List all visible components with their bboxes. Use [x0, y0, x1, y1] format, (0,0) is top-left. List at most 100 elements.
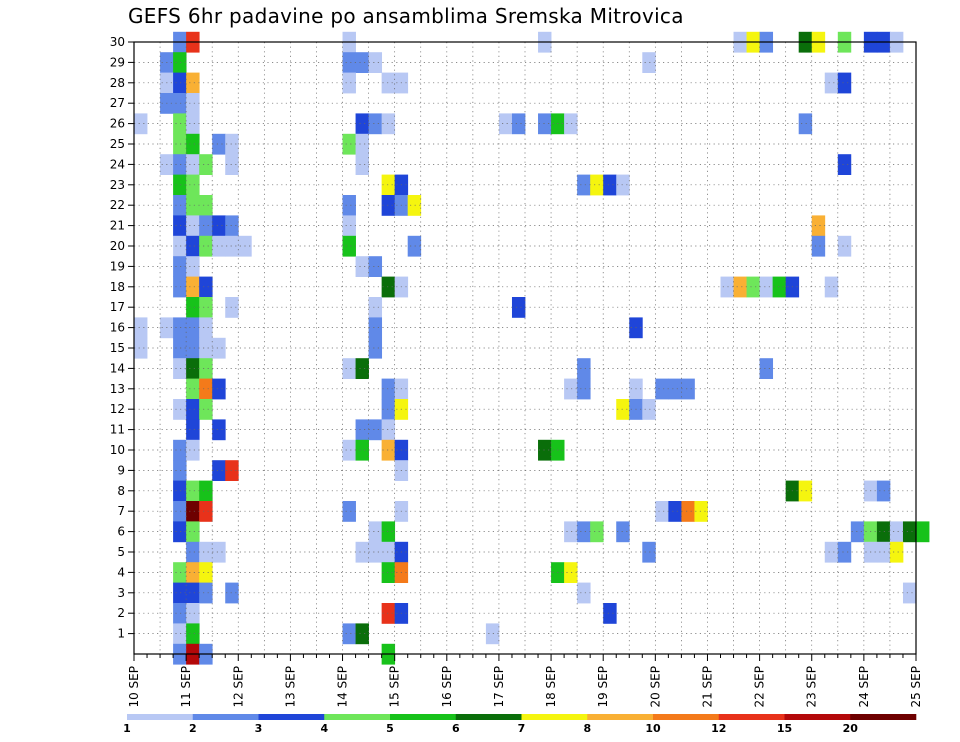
grid-layer [134, 41, 916, 654]
heatmap-cell [381, 174, 396, 196]
heatmap-cell [173, 562, 187, 583]
heatmap-cell [564, 378, 578, 400]
heatmap-cell [564, 562, 578, 583]
colorbar-label: 1 [123, 722, 131, 735]
heatmap-cell [798, 113, 813, 135]
y-tick-label: 22 [110, 198, 125, 212]
colorbar-label: 7 [518, 722, 526, 735]
heatmap-cell [902, 582, 917, 604]
y-tick-label: 2 [117, 606, 125, 620]
heatmap-cell [603, 174, 617, 196]
heatmap-cell [355, 52, 369, 73]
colorbar-label: 6 [452, 722, 460, 735]
heatmap-cell [381, 541, 396, 563]
heatmap-cell [355, 541, 369, 563]
heatmap-cell [186, 256, 200, 277]
heatmap-cell [173, 501, 187, 522]
y-tick-label: 20 [110, 239, 125, 253]
heatmap-cell [342, 235, 356, 257]
heatmap-cell [342, 72, 356, 94]
heatmap-cell [186, 195, 200, 216]
heatmap-cell [368, 256, 383, 277]
heatmap-cell [616, 399, 630, 420]
heatmap-cell [590, 521, 604, 543]
heatmap-cell [485, 623, 500, 645]
heatmap-cell [342, 623, 356, 645]
heatmap-cell [889, 541, 904, 563]
heatmap-cell [837, 154, 852, 175]
heatmap-cell [199, 154, 213, 175]
heatmap-cell [694, 501, 708, 522]
y-tick-label: 16 [110, 321, 125, 335]
heatmap-cell [186, 603, 200, 624]
x-tick-label: 18 SEP [544, 666, 558, 708]
heatmap-cell [173, 358, 187, 379]
heatmap-cell [186, 419, 200, 441]
heatmap-cell [759, 276, 774, 298]
y-tick-label: 10 [110, 443, 125, 457]
heatmap-cell [186, 399, 200, 420]
heatmap-cell [173, 154, 187, 175]
heatmap-cell [225, 235, 239, 257]
heatmap-cell [186, 378, 200, 400]
heatmap-cell [134, 337, 148, 359]
colorbar-label: 2 [189, 722, 197, 735]
heatmap-cell [199, 562, 213, 583]
heatmap-cell [577, 378, 591, 400]
colorbar-swatch [784, 714, 851, 720]
heatmap-cell [355, 113, 369, 135]
colorbar-swatch [455, 714, 522, 720]
heatmap-cell [173, 399, 187, 420]
heatmap-cell [381, 113, 396, 135]
heatmap-cell [199, 378, 213, 400]
heatmap-cell [590, 174, 604, 196]
heatmap-cell [186, 154, 200, 175]
heatmap-cell [407, 235, 422, 257]
heatmap-cell [603, 603, 617, 624]
colorbar-swatch [258, 714, 325, 720]
heatmap-cell [355, 439, 369, 461]
heatmap-cell [186, 439, 200, 461]
y-tick-label: 14 [110, 361, 125, 375]
heatmap-cell [173, 113, 187, 135]
heatmap-cell [642, 399, 656, 420]
x-tick-label: 14 SEP [336, 666, 350, 708]
colorbar-label: 15 [777, 722, 792, 735]
heatmap-cell [134, 113, 148, 135]
heatmap-cell [355, 256, 369, 277]
y-tick-label: 15 [110, 341, 125, 355]
heatmap-cell [355, 419, 369, 441]
heatmap-cell [173, 317, 187, 339]
y-axis: 1234567891011121314151617181920212223242… [110, 35, 134, 641]
y-tick-label: 12 [110, 402, 125, 416]
y-tick-label: 17 [110, 300, 125, 314]
heatmap-cell [212, 541, 226, 563]
heatmap-cell [381, 195, 396, 216]
heatmap-cell [225, 460, 239, 481]
y-tick-label: 28 [110, 76, 125, 90]
heatmap-cell [173, 521, 187, 543]
heatmap-cell [876, 521, 891, 543]
heatmap-cell [355, 358, 369, 379]
heatmap-cell [681, 378, 695, 400]
colorbar-swatch [587, 714, 654, 720]
heatmap-cell [564, 113, 578, 135]
cells-layer [134, 31, 930, 665]
heatmap-cell [186, 521, 200, 543]
heatmap-cell [342, 195, 356, 216]
heatmap-cell [511, 297, 526, 318]
heatmap-cell [837, 541, 852, 563]
heatmap-cell [798, 480, 813, 502]
colorbar-label: 20 [843, 722, 859, 735]
heatmap-cell [381, 419, 396, 441]
heatmap-cell [498, 113, 513, 135]
heatmap-cell [538, 439, 552, 461]
x-tick-label: 17 SEP [492, 666, 506, 708]
colorbar-label: 3 [255, 722, 263, 735]
heatmap-cell [225, 582, 239, 604]
heatmap-cell [199, 399, 213, 420]
heatmap-cell [850, 521, 865, 543]
heatmap-cell [173, 276, 187, 298]
heatmap-cell [368, 317, 383, 339]
heatmap-cell [186, 215, 200, 237]
